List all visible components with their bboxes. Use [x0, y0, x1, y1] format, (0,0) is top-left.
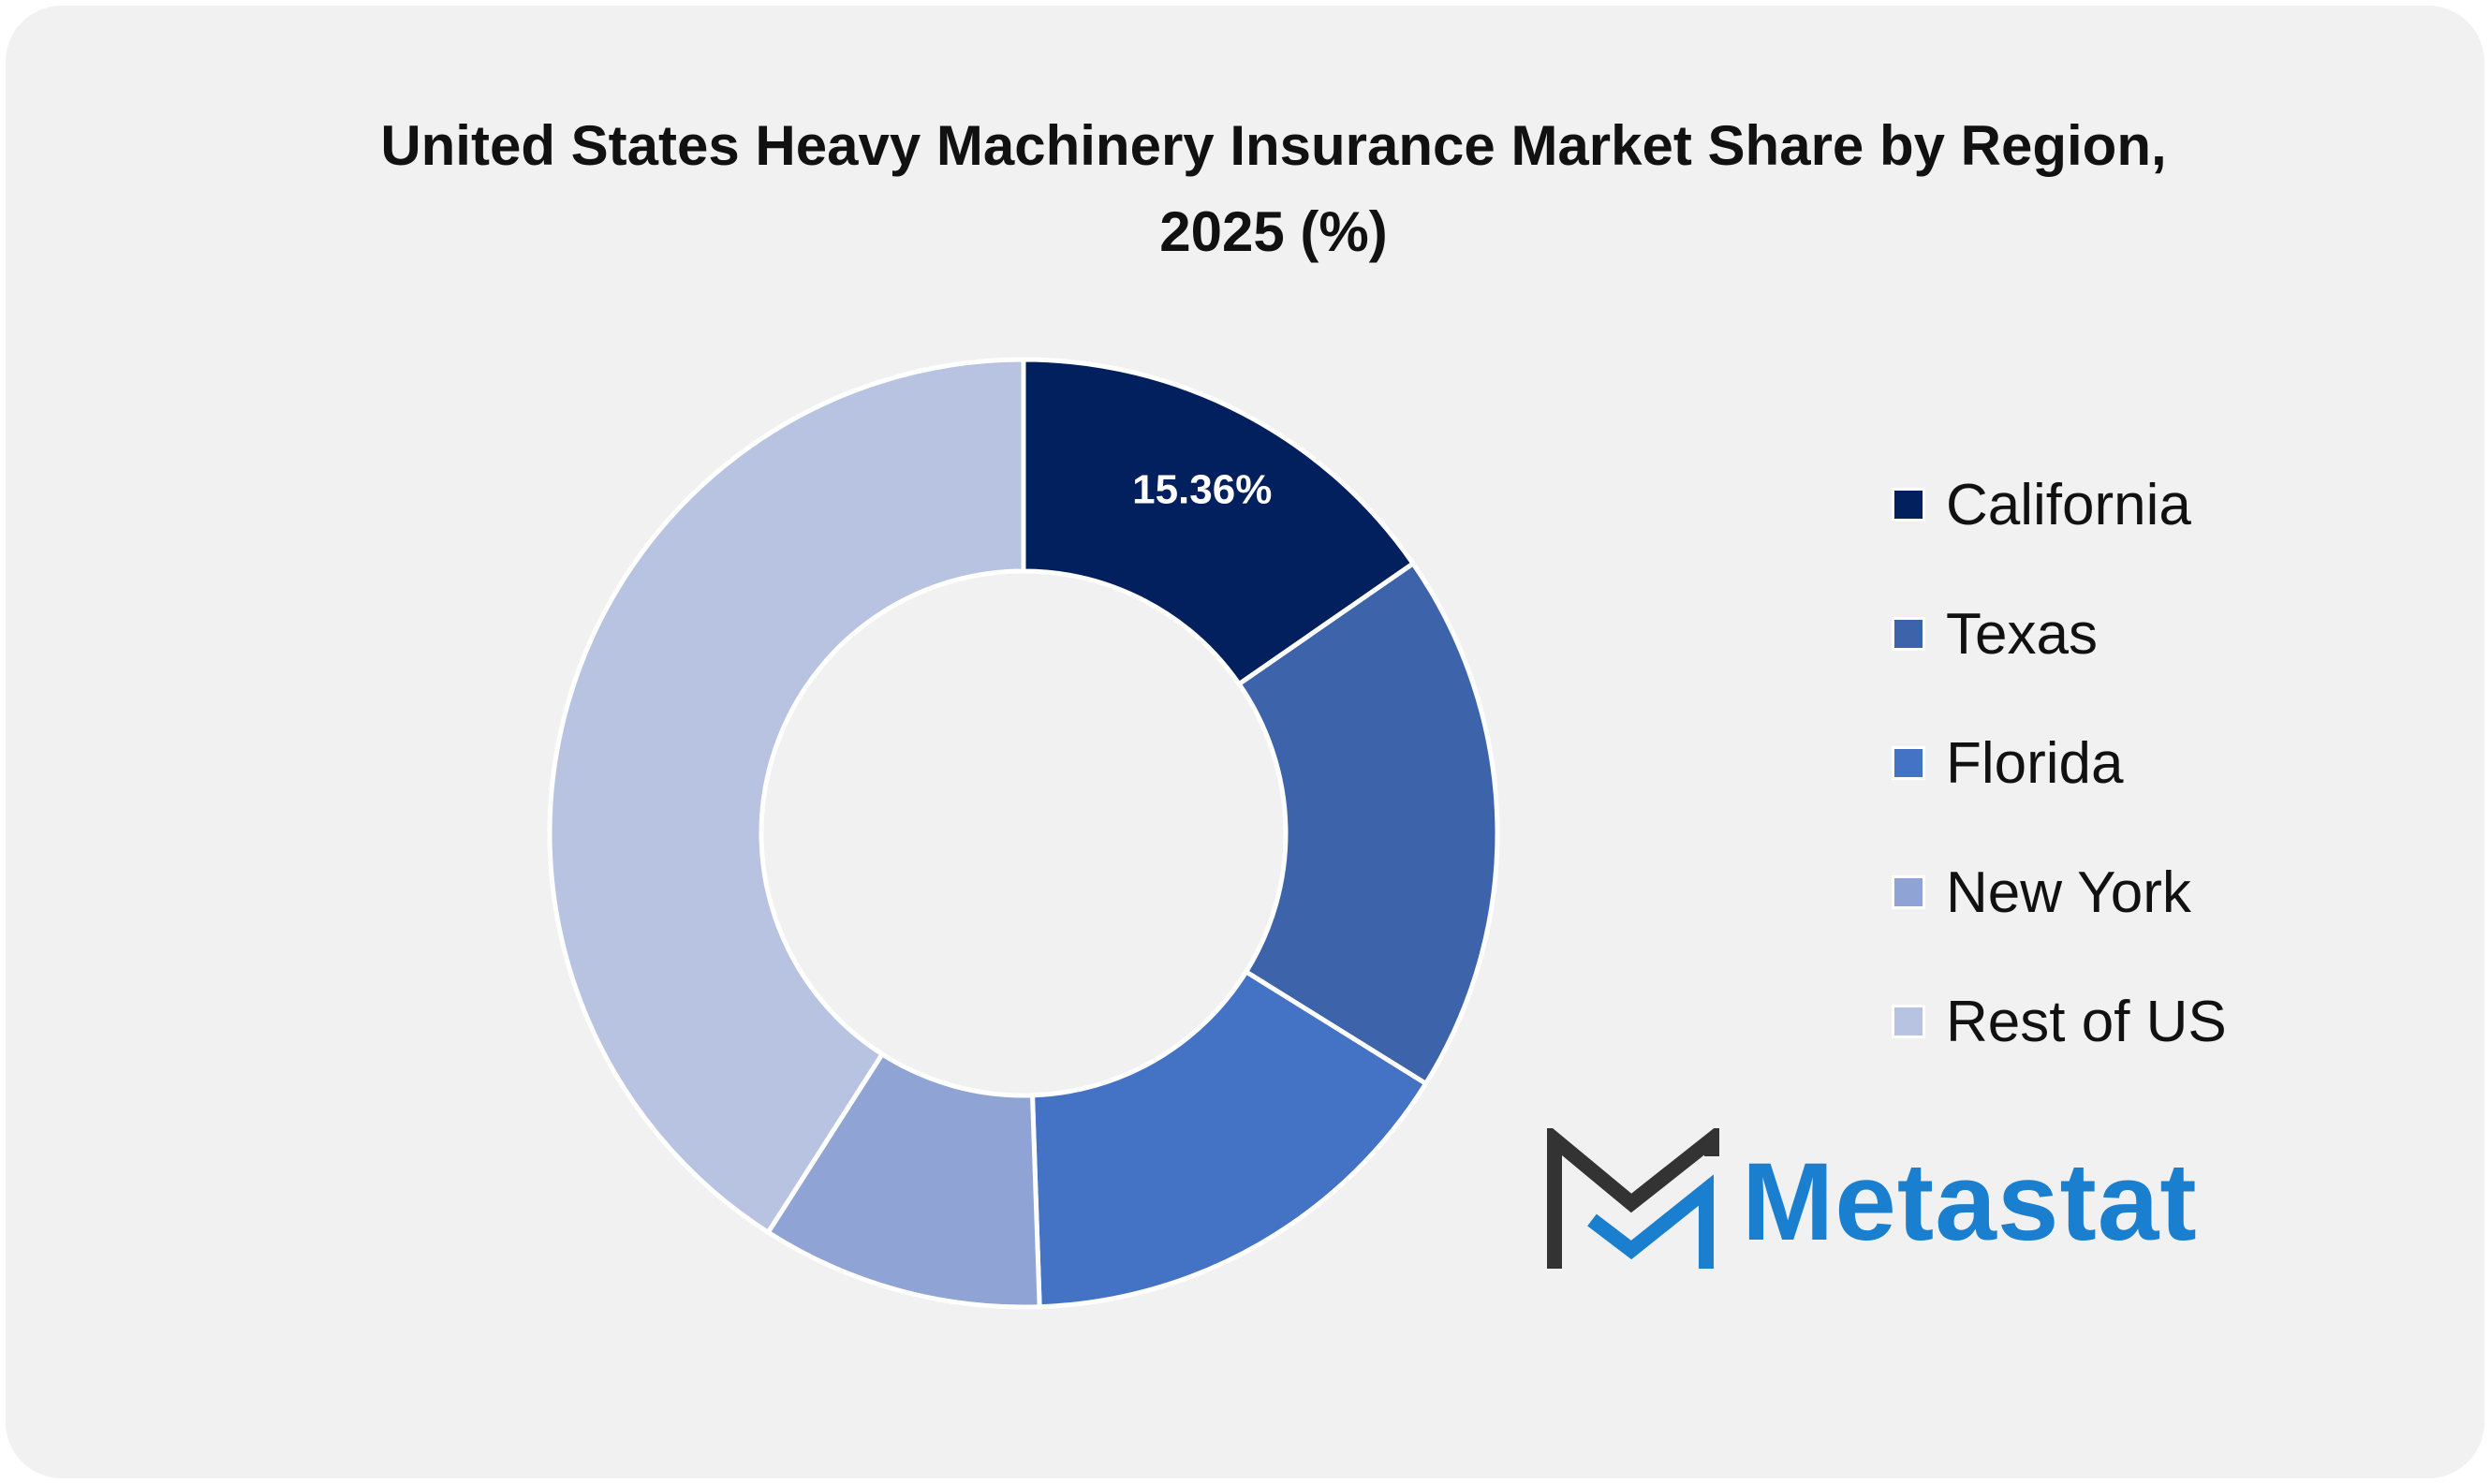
metastat-logo-text: Metastat [1742, 1140, 2198, 1264]
legend-item-new-york: New York [1892, 828, 2416, 957]
metastat-logo: Metastat [1545, 1123, 2313, 1278]
data-label-california: 15.36% [1132, 467, 1272, 513]
donut-slice-florida [1029, 968, 1430, 1310]
legend-item-florida: Florida [1892, 698, 2416, 828]
legend-label: Rest of US [1946, 989, 2227, 1054]
legend-swatch [1892, 746, 1925, 780]
legend-swatch [1892, 875, 1925, 909]
legend-swatch [1892, 617, 1925, 651]
legend-label: New York [1946, 860, 2191, 925]
legend-item-texas: Texas [1892, 569, 2416, 698]
legend-item-california: California [1892, 440, 2416, 569]
legend-swatch [1892, 488, 1925, 522]
legend-item-rest-of-us: Rest of US [1892, 957, 2416, 1086]
legend-swatch [1892, 1005, 1925, 1038]
donut-slice-california [1021, 357, 1417, 688]
legend-label: Florida [1946, 730, 2124, 796]
donut-slice-texas [1235, 560, 1500, 1087]
chart-legend: California Texas Florida New York Rest of US [1892, 440, 2416, 1086]
donut-slice-rest-of-us [547, 357, 1026, 1236]
legend-label: Texas [1946, 601, 2098, 667]
metastat-logo-icon [1547, 1123, 1719, 1269]
legend-label: California [1946, 472, 2191, 537]
chart-title: United States Heavy Machinery Insurance … [380, 114, 2167, 263]
